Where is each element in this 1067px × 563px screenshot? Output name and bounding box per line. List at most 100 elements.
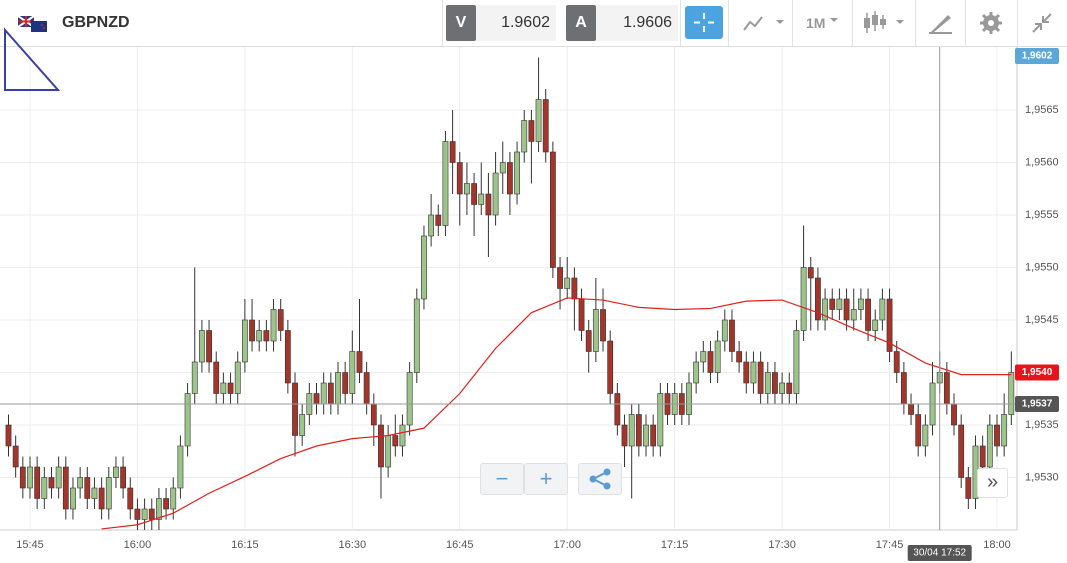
candle-body bbox=[499, 162, 506, 174]
drawing-triangle[interactable] bbox=[4, 27, 61, 91]
crosshair-x-box bbox=[907, 545, 972, 561]
symbol[interactable]: GBPNZD bbox=[62, 14, 130, 31]
x-tick-label: 17:45 bbox=[876, 539, 904, 551]
settings-button[interactable] bbox=[979, 11, 1003, 35]
candle-body bbox=[686, 382, 692, 415]
candle-body bbox=[227, 382, 234, 394]
candle-body bbox=[507, 162, 513, 195]
candle-body bbox=[435, 214, 442, 226]
candle-body bbox=[98, 487, 105, 510]
candle-body bbox=[521, 120, 528, 153]
candle-body bbox=[256, 330, 263, 342]
candle-body bbox=[292, 382, 298, 436]
share-button[interactable] bbox=[578, 463, 622, 495]
candle-body bbox=[27, 466, 33, 489]
candle-body bbox=[299, 414, 306, 436]
candle-body bbox=[893, 351, 900, 373]
candle-body bbox=[693, 361, 700, 384]
candle-body bbox=[721, 319, 728, 342]
candle-body bbox=[943, 372, 950, 405]
candle-body bbox=[206, 330, 212, 363]
candle-body bbox=[471, 183, 477, 205]
crosshair-y-label: 1,9537 bbox=[1022, 399, 1053, 410]
candle-body bbox=[249, 319, 255, 342]
y-tick-label: 1,9545 bbox=[1025, 314, 1059, 326]
candle-body bbox=[492, 172, 499, 216]
y-tick-label: 1,9530 bbox=[1025, 471, 1059, 483]
candle-body bbox=[578, 298, 585, 331]
candle-body bbox=[19, 466, 26, 489]
candle-body bbox=[729, 319, 735, 352]
candle-body bbox=[263, 330, 270, 342]
candle-body bbox=[34, 466, 41, 499]
x-tick-label: 15:45 bbox=[16, 539, 44, 551]
y-tick-label: 1,9550 bbox=[1025, 261, 1059, 273]
chart-type-button[interactable] bbox=[742, 12, 786, 34]
candle-body bbox=[191, 361, 198, 394]
candle-body bbox=[922, 424, 929, 447]
bid-price[interactable]: 1.9602 bbox=[476, 5, 556, 41]
candle-body bbox=[349, 351, 356, 394]
candle-body bbox=[542, 99, 549, 153]
candle-body bbox=[456, 162, 463, 195]
candle-body bbox=[12, 445, 19, 468]
candle-body bbox=[908, 403, 914, 415]
candle-body bbox=[557, 267, 563, 289]
x-tick-label: 16:45 bbox=[446, 539, 474, 551]
candle-body bbox=[800, 267, 807, 331]
candle-body bbox=[241, 319, 248, 363]
candle-body bbox=[84, 477, 91, 499]
candle-body bbox=[815, 277, 821, 321]
candle-body bbox=[421, 235, 427, 300]
candle-body bbox=[707, 351, 714, 373]
candle-body bbox=[399, 424, 406, 447]
ask-price[interactable]: 1.9606 bbox=[596, 5, 678, 41]
candle-body bbox=[342, 372, 349, 394]
candle-body bbox=[199, 330, 205, 363]
candle-body bbox=[284, 330, 291, 384]
candle-body bbox=[464, 183, 470, 195]
candle-body bbox=[141, 508, 148, 520]
candle-body bbox=[1008, 372, 1015, 415]
candle-body bbox=[986, 424, 993, 468]
candle-body bbox=[134, 508, 141, 520]
candle-body bbox=[277, 309, 284, 331]
zoom-in-button[interactable]: + bbox=[524, 463, 568, 495]
toolbar: GBPNZD V 1.9602 A 1.9606 1M bbox=[0, 0, 1067, 47]
draw-button[interactable] bbox=[928, 12, 954, 34]
candle-body bbox=[757, 361, 764, 394]
candle-body bbox=[378, 424, 384, 468]
candle-body bbox=[120, 466, 127, 489]
candle-body bbox=[62, 466, 69, 510]
x-tick-label: 16:30 bbox=[339, 539, 367, 551]
candle-body bbox=[979, 445, 986, 468]
candle-body bbox=[449, 141, 456, 163]
candle-body bbox=[807, 267, 814, 279]
x-tick-label: 16:00 bbox=[124, 539, 152, 551]
candle-body bbox=[714, 340, 721, 373]
candle-style-button[interactable] bbox=[862, 10, 908, 36]
candle-body bbox=[643, 424, 649, 447]
candle-body bbox=[385, 435, 392, 468]
crosshair-button[interactable] bbox=[685, 6, 723, 39]
bid-marker-label: 1,9602 bbox=[1022, 51, 1053, 62]
x-tick-label: 18:00 bbox=[983, 539, 1011, 551]
candle-body bbox=[750, 361, 757, 384]
candle-body bbox=[951, 403, 957, 426]
bid-label: V bbox=[446, 5, 476, 41]
collapse-button[interactable] bbox=[1031, 12, 1053, 34]
candle-body bbox=[772, 372, 778, 394]
candle-body bbox=[220, 382, 227, 394]
candle-body bbox=[585, 330, 592, 352]
x-tick-label: 17:30 bbox=[768, 539, 796, 551]
timeframe[interactable]: 1M bbox=[806, 15, 826, 31]
candle-body bbox=[592, 309, 599, 352]
zoom-out-button[interactable]: − bbox=[480, 463, 524, 495]
candle-body bbox=[313, 393, 320, 405]
candle-body bbox=[163, 498, 169, 510]
candle-body bbox=[865, 298, 871, 331]
y-tick-label: 1,9555 bbox=[1025, 209, 1059, 221]
scroll-end-button[interactable]: » bbox=[977, 468, 1008, 498]
ask-label: A bbox=[566, 5, 596, 41]
